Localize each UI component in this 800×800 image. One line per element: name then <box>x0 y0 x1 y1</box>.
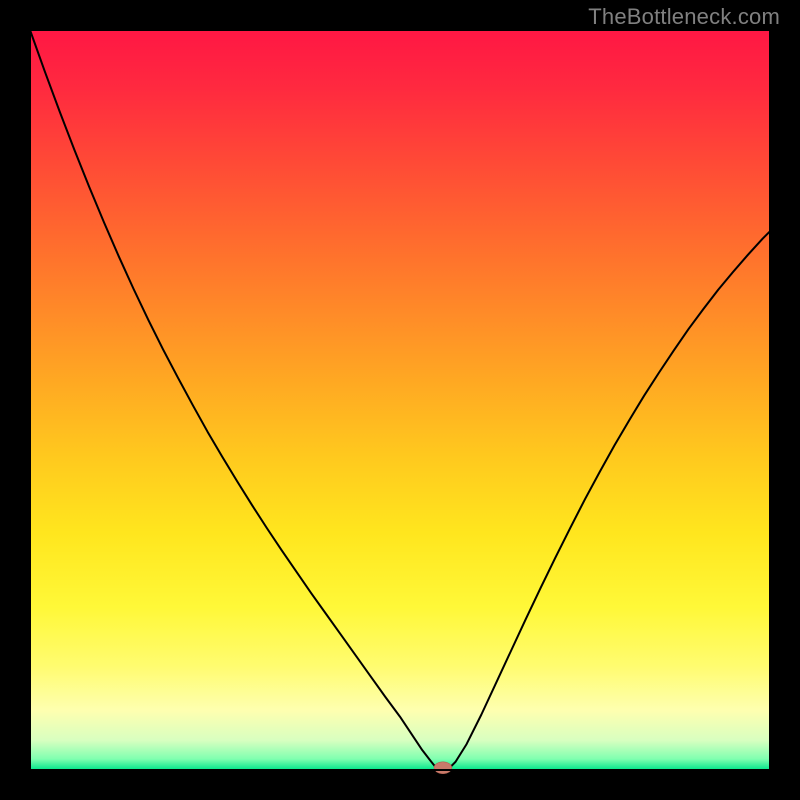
optimal-point-marker <box>434 762 452 774</box>
bottleneck-chart: TheBottleneck.com <box>0 0 800 800</box>
watermark-text: TheBottleneck.com <box>588 4 780 30</box>
plot-background <box>30 30 770 770</box>
chart-svg <box>0 0 800 800</box>
